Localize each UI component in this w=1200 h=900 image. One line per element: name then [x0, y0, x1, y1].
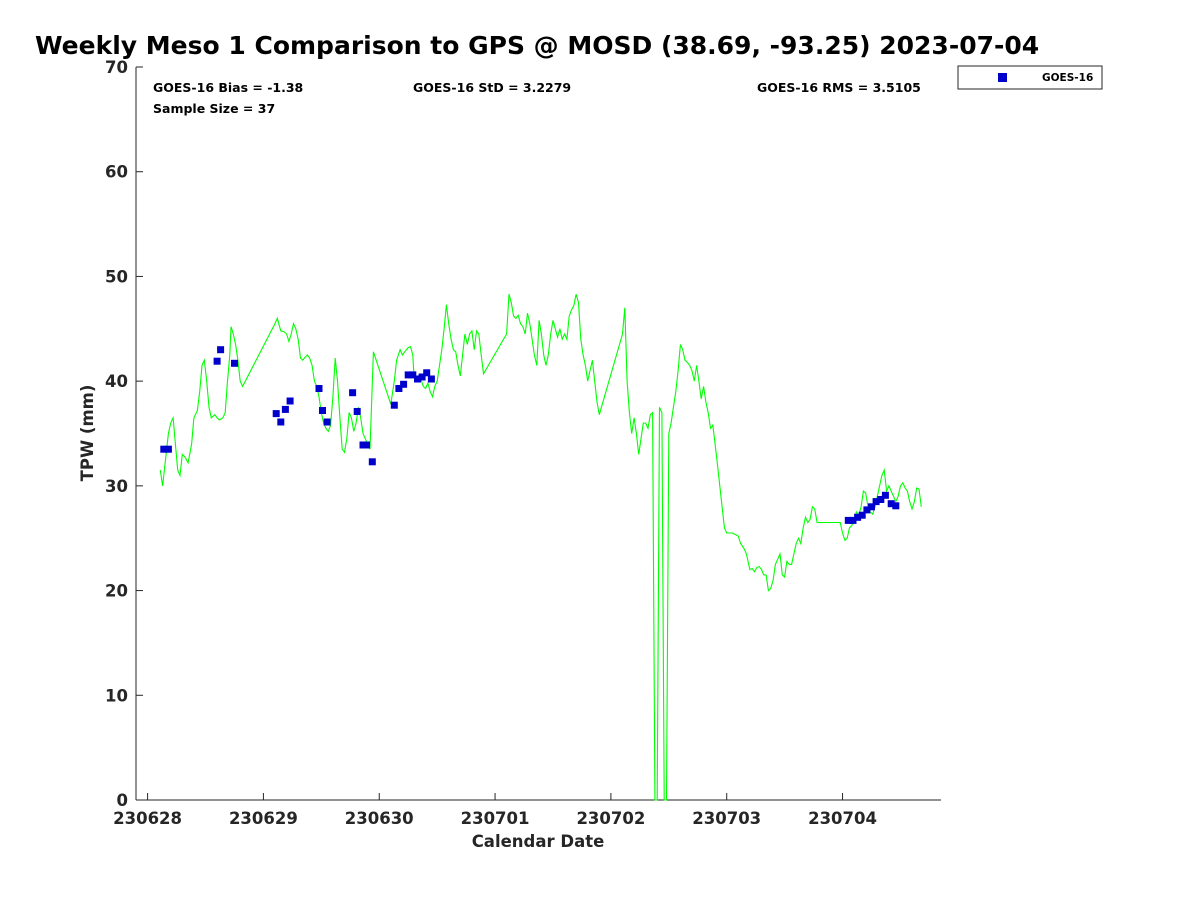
- data-point-goes-16: [160, 445, 168, 453]
- x-tick-label: 230704: [808, 809, 877, 828]
- data-point-goes-16: [858, 511, 866, 519]
- data-point-goes-16: [164, 445, 172, 453]
- data-point-goes-16: [844, 516, 852, 524]
- legend-box: [957, 65, 1103, 90]
- data-point-goes-16: [349, 389, 357, 397]
- series-layer: [159, 294, 922, 801]
- data-point-goes-16: [323, 418, 331, 426]
- y-tick-label: 30: [105, 477, 128, 496]
- series-line-gps: [159, 294, 922, 801]
- bias-stat: GOES-16 Bias = -1.38: [153, 80, 303, 95]
- y-ticks: 0 10 20 30 40 50 60 70: [105, 58, 143, 810]
- data-point-goes-16: [849, 516, 857, 524]
- data-point-goes-16: [868, 503, 875, 511]
- data-point-goes-16: [881, 491, 889, 499]
- y-tick-label: 10: [105, 686, 128, 705]
- data-point-goes-16: [231, 359, 238, 367]
- x-tick-label: 230701: [461, 809, 530, 828]
- x-tick-label: 230703: [692, 809, 761, 828]
- y-tick-label: 20: [105, 582, 128, 601]
- x-axis-label: Calendar Date: [472, 832, 605, 851]
- data-point-goes-16: [277, 418, 285, 426]
- data-point-goes-16: [217, 346, 225, 354]
- data-point-goes-16: [395, 385, 403, 392]
- y-tick-label: 40: [105, 372, 128, 391]
- data-point-goes-16: [418, 373, 426, 381]
- data-point-goes-16: [286, 397, 294, 405]
- data-point-goes-16: [315, 385, 323, 392]
- data-point-goes-16: [319, 407, 326, 414]
- y-tick-label: 0: [117, 791, 128, 810]
- data-point-goes-16: [427, 375, 435, 383]
- x-ticks: 230628 230629 230630 230701 230702 230703 2307…: [113, 793, 877, 828]
- data-point-goes-16: [281, 405, 289, 413]
- x-tick-label: 230628: [113, 809, 182, 828]
- y-axis-label: TPW (mm): [78, 385, 97, 482]
- x-tick-label: 230702: [576, 809, 645, 828]
- y-tick-label: 70: [105, 58, 128, 77]
- plot-area: 0 10 20 30 40 50 60 70 230628 230629 230630 230701…: [105, 58, 941, 828]
- data-point-goes-16: [390, 401, 398, 409]
- std-stat: GOES-16 StD = 3.2279: [413, 80, 571, 95]
- data-point-goes-16: [363, 441, 370, 449]
- data-point-goes-16: [409, 371, 417, 379]
- legend: GOES-16: [957, 65, 1103, 90]
- legend-label-goes-16: GOES-16: [1042, 72, 1093, 84]
- rms-stat: GOES-16 RMS = 3.5105: [757, 80, 921, 95]
- chart-title: Weekly Meso 1 Comparison to GPS @ MOSD (…: [35, 31, 1039, 60]
- data-point-goes-16: [877, 496, 885, 503]
- sample-size-stat: Sample Size = 37: [153, 101, 275, 116]
- data-point-goes-16: [423, 369, 431, 377]
- data-point-goes-16: [892, 502, 900, 510]
- data-point-goes-16: [887, 500, 895, 508]
- data-point-goes-16: [404, 371, 412, 379]
- data-point-goes-16: [414, 375, 421, 383]
- y-tick-label: 50: [105, 267, 128, 286]
- x-tick-label: 230630: [345, 809, 414, 828]
- data-point-goes-16: [863, 506, 871, 514]
- data-point-goes-16: [272, 410, 280, 418]
- data-point-goes-16: [368, 458, 376, 466]
- data-point-goes-16: [854, 513, 862, 521]
- data-point-goes-16: [213, 357, 221, 365]
- data-point-goes-16: [400, 380, 408, 388]
- y-tick-label: 60: [105, 163, 128, 182]
- x-tick-label: 230629: [229, 809, 298, 828]
- data-point-goes-16: [872, 498, 880, 506]
- data-point-goes-16: [353, 408, 361, 415]
- legend-marker-goes-16: [998, 73, 1007, 82]
